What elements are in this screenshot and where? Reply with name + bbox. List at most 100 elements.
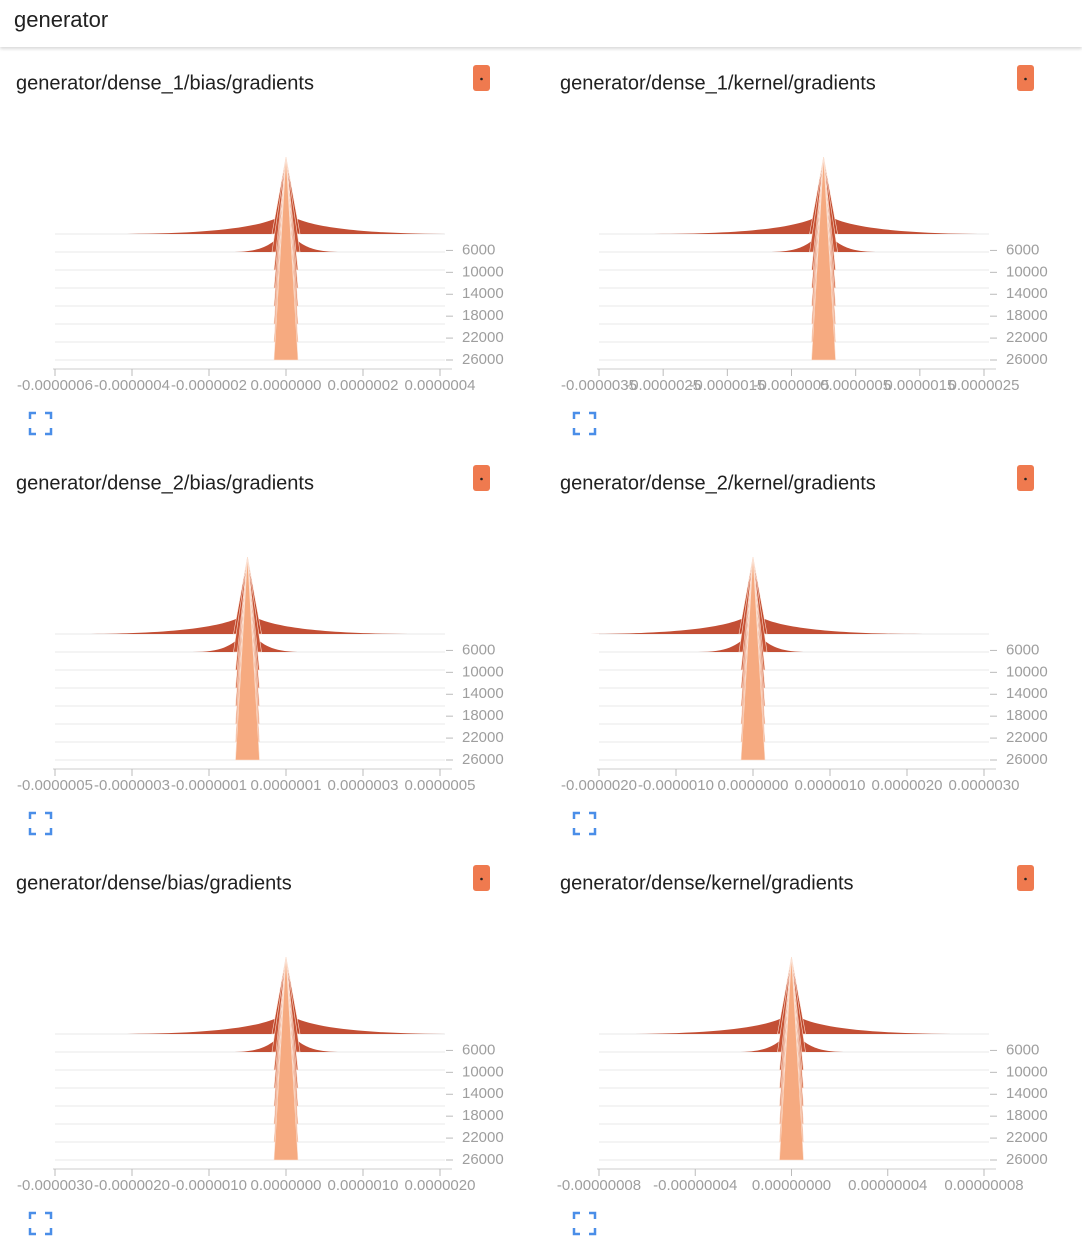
x-tick-label: 0.0000001 (251, 777, 322, 794)
y-tick-label: 26000 (1006, 751, 1048, 768)
x-tick-label: 0.0000004 (405, 377, 476, 394)
y-tick-label: 14000 (1006, 1085, 1048, 1102)
panel-title: generator/dense_1/bias/gradients (16, 72, 314, 94)
x-tick-label: 0.0000010 (328, 1177, 399, 1194)
y-tick-label: 10000 (1006, 263, 1048, 280)
y-tick-label: 22000 (1006, 1129, 1048, 1146)
x-tick-label: -0.0000030 (17, 1177, 93, 1194)
fullscreen-button[interactable] (572, 411, 597, 436)
histogram-panel: generator/dense_2/kernel/gradients -0.000… (560, 465, 1048, 836)
y-tick-label: 10000 (462, 263, 504, 280)
panel-title: generator/dense/bias/gradients (16, 872, 292, 894)
y-tick-label: 26000 (462, 1151, 504, 1168)
y-tick-label: 22000 (1006, 729, 1048, 746)
panel-title: generator/dense/kernel/gradients (560, 872, 854, 894)
y-tick-label: 10000 (1006, 1063, 1048, 1080)
x-tick-label: -0.0000025 (625, 377, 701, 394)
y-tick-label: 18000 (462, 1107, 504, 1124)
y-tick-label: 18000 (462, 707, 504, 724)
x-tick-label: -0.0000005 (754, 377, 830, 394)
panel-title: generator/dense_1/kernel/gradients (560, 72, 876, 94)
y-tick-label: 14000 (1006, 685, 1048, 702)
y-tick-label: 18000 (1006, 1107, 1048, 1124)
y-tick-label: 6000 (1006, 641, 1039, 658)
color-button-dot (1024, 877, 1027, 881)
x-tick-label: 0.0000005 (405, 777, 476, 794)
y-tick-label: 6000 (462, 241, 495, 258)
x-tick-label: 0.0000010 (795, 777, 866, 794)
x-tick-label: -0.0000010 (171, 1177, 247, 1194)
panel-title: generator/dense_2/kernel/gradients (560, 472, 876, 494)
histogram-panel: generator/dense_2/bias/gradients -0.00000… (16, 465, 504, 836)
x-tick-label: 0.00000000 (752, 1177, 831, 1194)
x-tick-label: 0.0000000 (251, 1177, 322, 1194)
x-tick-label: -0.0000015 (689, 377, 765, 394)
header: generator (0, 0, 1082, 47)
fullscreen-button[interactable] (28, 411, 53, 436)
y-tick-label: 22000 (1006, 329, 1048, 346)
histogram-spike (273, 956, 299, 1161)
color-button-dot (480, 477, 483, 481)
color-button-dot (480, 877, 483, 881)
y-tick-label: 26000 (462, 751, 504, 768)
histogram-spike (811, 156, 836, 361)
y-tick-label: 26000 (462, 351, 504, 368)
x-tick-label: -0.0000005 (17, 777, 93, 794)
x-tick-label: 0.0000015 (884, 377, 955, 394)
y-tick-label: 22000 (462, 729, 504, 746)
y-tick-label: 10000 (462, 663, 504, 680)
x-tick-label: 0.0000000 (251, 377, 322, 394)
x-tick-label: -0.00000008 (557, 1177, 641, 1194)
color-button-dot (1024, 77, 1027, 81)
histogram-spike (235, 556, 260, 761)
x-tick-label: 0.0000025 (949, 377, 1020, 394)
y-tick-label: 6000 (462, 1041, 495, 1058)
x-tick-label: -0.0000004 (94, 377, 170, 394)
y-tick-label: 6000 (1006, 1041, 1039, 1058)
histogram-spike (779, 956, 804, 1161)
x-tick-label: 0.0000002 (328, 377, 399, 394)
x-tick-label: -0.0000010 (638, 777, 714, 794)
x-tick-label: -0.00000004 (653, 1177, 737, 1194)
x-tick-label: 0.0000020 (872, 777, 943, 794)
y-tick-label: 6000 (462, 641, 495, 658)
x-tick-label: 0.0000020 (405, 1177, 476, 1194)
color-button-dot (480, 77, 483, 81)
x-tick-label: -0.0000003 (94, 777, 170, 794)
y-tick-label: 14000 (1006, 285, 1048, 302)
x-tick-label: 0.0000030 (949, 777, 1020, 794)
y-tick-label: 22000 (462, 1129, 504, 1146)
y-tick-label: 14000 (462, 1085, 504, 1102)
fullscreen-button[interactable] (572, 811, 597, 836)
x-tick-label: -0.0000006 (17, 377, 93, 394)
y-tick-label: 26000 (1006, 1151, 1048, 1168)
histogram-panel: generator/dense/kernel/gradients -0.00000… (557, 865, 1048, 1236)
x-tick-label: 0.0000000 (718, 777, 789, 794)
fullscreen-button[interactable] (28, 811, 53, 836)
x-tick-label: -0.0000001 (171, 777, 247, 794)
x-tick-label: -0.0000020 (94, 1177, 170, 1194)
histogram-panel: generator/dense_1/kernel/gradients -0.000… (560, 65, 1048, 436)
x-tick-label: -0.0000002 (171, 377, 247, 394)
histogram-panel: generator/dense_1/bias/gradients -0.00000… (16, 65, 504, 436)
histogram-panel: generator/dense/bias/gradients -0.0000030… (16, 865, 504, 1236)
x-tick-label: 0.00000004 (848, 1177, 927, 1194)
x-tick-label: -0.0000035 (561, 377, 637, 394)
y-tick-label: 10000 (462, 1063, 504, 1080)
fullscreen-button[interactable] (572, 1211, 597, 1236)
header-title: generator (14, 7, 109, 32)
fullscreen-button[interactable] (28, 1211, 53, 1236)
y-tick-label: 22000 (462, 329, 504, 346)
x-tick-label: 0.0000003 (328, 777, 399, 794)
color-button-dot (1024, 477, 1027, 481)
y-tick-label: 6000 (1006, 241, 1039, 258)
panel-title: generator/dense_2/bias/gradients (16, 472, 314, 494)
y-tick-label: 26000 (1006, 351, 1048, 368)
x-tick-label: -0.0000020 (561, 777, 637, 794)
y-tick-label: 18000 (1006, 307, 1048, 324)
y-tick-label: 18000 (462, 307, 504, 324)
x-tick-label: 0.0000005 (820, 377, 891, 394)
y-tick-label: 14000 (462, 285, 504, 302)
